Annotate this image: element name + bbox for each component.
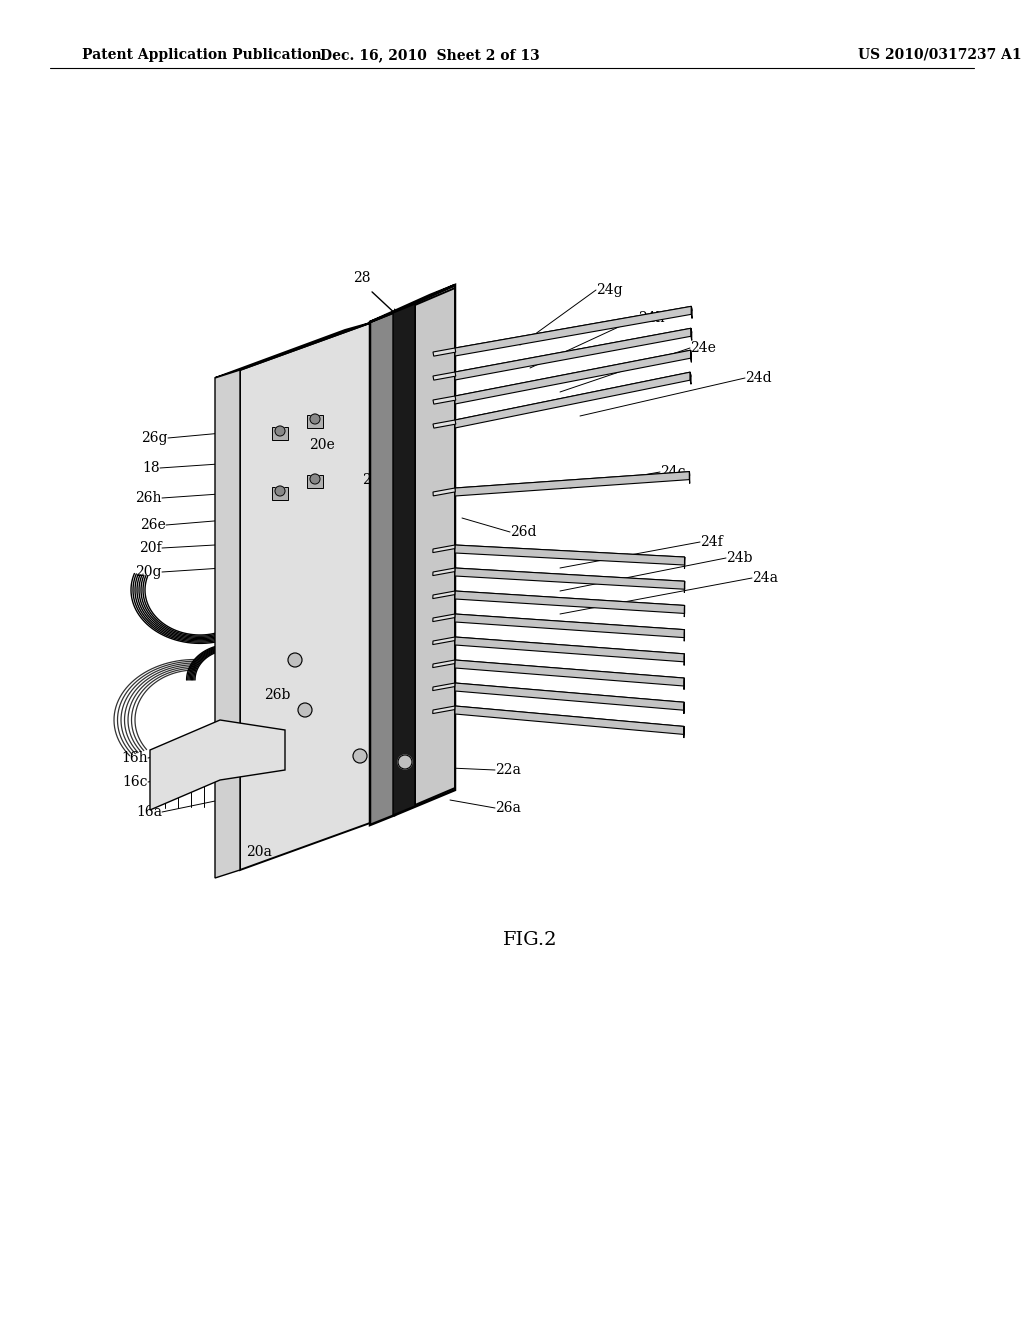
Text: 18: 18: [142, 461, 160, 475]
Polygon shape: [455, 471, 689, 496]
Text: 24h: 24h: [638, 312, 665, 325]
Polygon shape: [455, 638, 684, 661]
Polygon shape: [150, 719, 285, 810]
Circle shape: [288, 653, 302, 667]
Polygon shape: [433, 396, 456, 404]
Polygon shape: [433, 614, 455, 622]
Text: FIG.2: FIG.2: [503, 931, 557, 949]
Text: 26e: 26e: [140, 517, 166, 532]
Text: 26d: 26d: [510, 525, 537, 539]
Polygon shape: [455, 545, 685, 561]
Polygon shape: [433, 372, 456, 380]
Text: 16h: 16h: [122, 751, 148, 766]
Text: 26b: 26b: [263, 688, 290, 702]
Polygon shape: [455, 350, 691, 400]
Polygon shape: [455, 306, 692, 352]
Text: 22a: 22a: [495, 763, 521, 777]
Polygon shape: [455, 591, 685, 609]
Text: Dec. 16, 2010  Sheet 2 of 13: Dec. 16, 2010 Sheet 2 of 13: [321, 48, 540, 62]
Polygon shape: [455, 706, 684, 734]
Text: 20g: 20g: [135, 565, 162, 579]
Text: US 2010/0317237 A1: US 2010/0317237 A1: [858, 48, 1022, 62]
Polygon shape: [433, 660, 455, 668]
Polygon shape: [455, 545, 685, 565]
Polygon shape: [455, 568, 685, 585]
Polygon shape: [455, 660, 684, 686]
Polygon shape: [272, 426, 288, 440]
Polygon shape: [455, 329, 691, 380]
Polygon shape: [240, 323, 370, 870]
Text: 16c: 16c: [123, 775, 148, 789]
Text: 24d: 24d: [745, 371, 772, 385]
Text: 26h: 26h: [135, 491, 162, 506]
Circle shape: [310, 414, 319, 424]
Text: 20h: 20h: [199, 731, 225, 744]
Polygon shape: [455, 591, 685, 614]
Polygon shape: [455, 614, 684, 638]
Polygon shape: [433, 568, 455, 576]
Text: 20f: 20f: [139, 541, 162, 554]
Text: 20b: 20b: [378, 550, 404, 565]
Polygon shape: [433, 420, 456, 428]
Text: 26g: 26g: [141, 432, 168, 445]
Polygon shape: [455, 660, 684, 681]
Text: 24a: 24a: [752, 572, 778, 585]
Polygon shape: [433, 488, 456, 496]
Polygon shape: [455, 638, 684, 657]
Circle shape: [275, 486, 285, 496]
Text: 20a: 20a: [246, 845, 272, 859]
Polygon shape: [272, 487, 288, 500]
Text: 28: 28: [353, 271, 371, 285]
Polygon shape: [455, 568, 685, 589]
Circle shape: [353, 748, 367, 763]
Text: 20e: 20e: [309, 438, 335, 451]
Text: 26a: 26a: [495, 801, 521, 814]
Polygon shape: [215, 370, 240, 878]
Polygon shape: [307, 475, 323, 488]
Circle shape: [398, 755, 412, 770]
Polygon shape: [455, 471, 690, 492]
Text: 24f: 24f: [700, 535, 723, 549]
Text: 20d: 20d: [362, 473, 388, 487]
Polygon shape: [370, 285, 455, 322]
Polygon shape: [455, 329, 692, 376]
Polygon shape: [433, 348, 456, 356]
Text: 20c: 20c: [372, 511, 397, 525]
Text: Patent Application Publication: Patent Application Publication: [82, 48, 322, 62]
Polygon shape: [433, 706, 455, 714]
Polygon shape: [455, 682, 684, 710]
Polygon shape: [215, 323, 370, 378]
Circle shape: [275, 426, 285, 436]
Polygon shape: [393, 304, 415, 814]
Polygon shape: [433, 591, 455, 598]
Polygon shape: [455, 372, 690, 428]
Text: 16a: 16a: [136, 805, 162, 818]
Polygon shape: [415, 288, 455, 805]
Polygon shape: [370, 312, 395, 825]
Text: 24c: 24c: [660, 465, 685, 479]
Polygon shape: [455, 372, 691, 424]
Polygon shape: [455, 682, 684, 706]
Polygon shape: [455, 350, 690, 404]
Polygon shape: [433, 682, 455, 690]
Text: 24e: 24e: [690, 341, 716, 355]
Polygon shape: [433, 545, 455, 553]
Polygon shape: [455, 614, 684, 634]
Polygon shape: [307, 414, 323, 428]
Circle shape: [298, 704, 312, 717]
Polygon shape: [455, 306, 691, 356]
Text: 24g: 24g: [596, 282, 623, 297]
Polygon shape: [433, 638, 455, 644]
Polygon shape: [455, 706, 684, 730]
Circle shape: [310, 474, 319, 484]
Polygon shape: [395, 285, 455, 814]
Text: 24b: 24b: [726, 550, 753, 565]
